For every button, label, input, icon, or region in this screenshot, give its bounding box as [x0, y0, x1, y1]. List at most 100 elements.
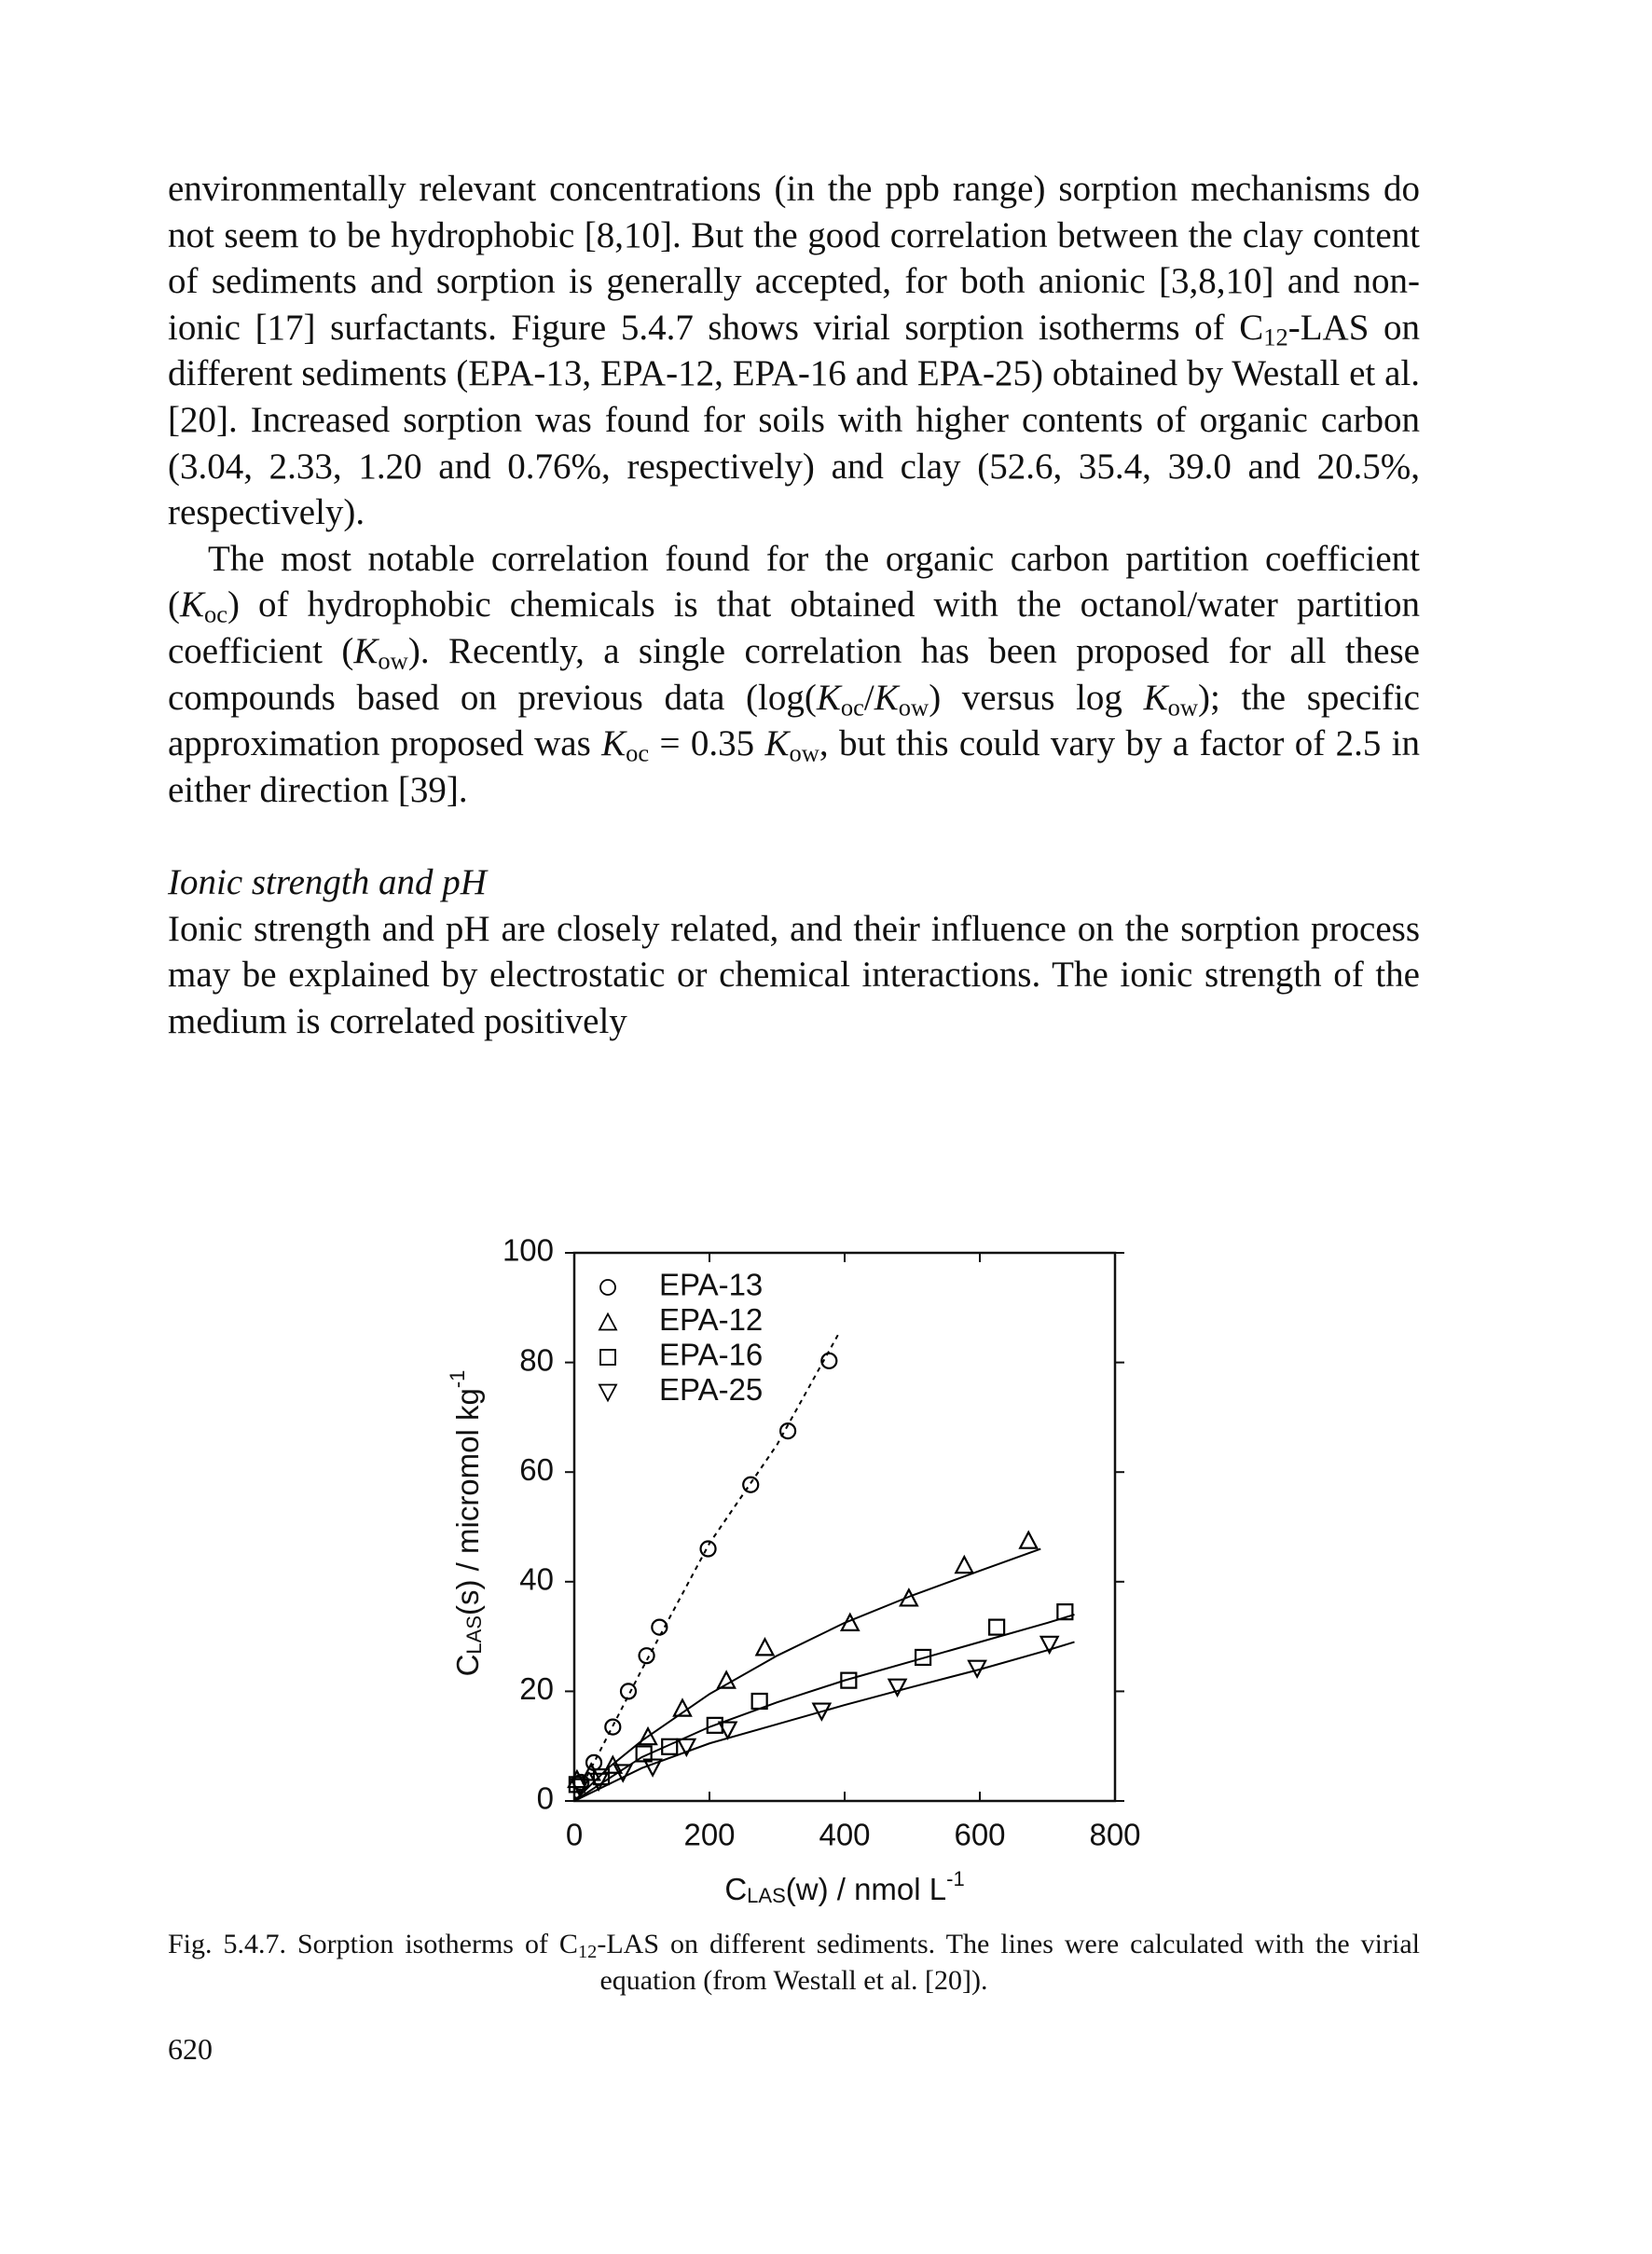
- text-run: C: [724, 1872, 747, 1906]
- text-run: K: [353, 630, 379, 671]
- data-point: [742, 1476, 760, 1493]
- data-point: [967, 1659, 987, 1680]
- text-run: = 0.35: [649, 723, 765, 764]
- x-axis-title: CLAS(w) / nmol L-1: [724, 1867, 964, 1907]
- fit-line: [573, 1334, 839, 1802]
- data-point: [716, 1670, 737, 1689]
- y-axis-title: CLAS(s) / micromol kg-1: [446, 1370, 486, 1677]
- fit-line: [573, 1614, 1075, 1802]
- data-point: [706, 1716, 723, 1734]
- data-point: [642, 1758, 663, 1778]
- paragraph: Ionic strength and pH are closely relate…: [168, 906, 1420, 1045]
- data-point: [820, 1352, 838, 1369]
- text-run: K: [874, 677, 899, 718]
- y-tick-label: 40: [519, 1562, 554, 1597]
- text-run: The most notable correlation found for t…: [168, 538, 1420, 625]
- text-run: -LAS on different sediments (EPA-13, EPA…: [168, 307, 1420, 533]
- text-run: (w) / nmol L: [786, 1872, 946, 1906]
- figure-caption: Fig. 5.4.7. Sorption isotherms of C12-LA…: [168, 1926, 1420, 1999]
- paragraph: The most notable correlation found for t…: [168, 536, 1420, 814]
- marker: [598, 1312, 618, 1331]
- x-tick-label: 800: [1089, 1818, 1140, 1852]
- text-run: LAS: [462, 1615, 486, 1655]
- y-tick-label: 80: [519, 1342, 554, 1377]
- legend-label: EPA-13: [659, 1268, 763, 1302]
- data-point: [672, 1697, 693, 1717]
- data-point: [887, 1678, 908, 1698]
- data-point: [954, 1554, 975, 1574]
- text-run: 12: [577, 1942, 598, 1963]
- x-tick-label: 0: [566, 1818, 583, 1852]
- data-point: [569, 1778, 590, 1798]
- legend-label: EPA-12: [659, 1302, 763, 1337]
- x-tick-label: 600: [954, 1818, 1005, 1852]
- y-tick-label: 100: [502, 1233, 554, 1268]
- y-tick-label: 0: [537, 1781, 554, 1816]
- data-point: [717, 1721, 738, 1740]
- data-point: [661, 1738, 679, 1755]
- plot-frame: [572, 1251, 1117, 1803]
- data-point: [778, 1422, 797, 1440]
- text-run: Fig. 5.4.7. Sorption isotherms of C: [168, 1929, 578, 1959]
- data-point: [638, 1725, 658, 1746]
- text-run: -1: [446, 1370, 469, 1389]
- data-point: [619, 1683, 638, 1700]
- text-run: oc: [840, 693, 864, 722]
- data-point: [899, 1587, 919, 1607]
- text-run: -LAS on different sediments. The lines w…: [597, 1929, 1420, 1996]
- data-point: [638, 1647, 655, 1665]
- text-run: Ionic strength and pH are closely relate…: [168, 908, 1420, 1041]
- data-point: [754, 1637, 776, 1656]
- data-point: [604, 1718, 622, 1736]
- text-run: (s) / micromol kg: [450, 1388, 485, 1615]
- text-run: /: [863, 677, 874, 718]
- text-block: environmentally relevant concentrations …: [168, 166, 1420, 1044]
- marker: [598, 1383, 618, 1403]
- y-tick-label: 20: [519, 1671, 554, 1706]
- paragraph: environmentally relevant concentrations …: [168, 166, 1420, 536]
- data-point: [1018, 1530, 1039, 1549]
- text-run: , but this could vary by a factor of 2.5…: [168, 723, 1420, 810]
- text-run: oc: [204, 599, 228, 628]
- legend-label: EPA-16: [659, 1338, 763, 1372]
- data-point: [1039, 1635, 1060, 1656]
- text-run: ow: [898, 693, 929, 722]
- data-point: [635, 1745, 653, 1763]
- x-tick-label: 400: [819, 1818, 870, 1852]
- data-point: [699, 1540, 717, 1558]
- text-run: K: [601, 723, 626, 764]
- text-run: ) of hydrophobic chemicals is that obtai…: [168, 584, 1420, 671]
- text-run: oc: [626, 738, 650, 767]
- text-run: environmentally relevant concentrations …: [168, 169, 1420, 348]
- data-point: [914, 1648, 932, 1667]
- text-run: C: [450, 1655, 485, 1677]
- text-run: ); the specific approximation proposed w…: [168, 677, 1420, 764]
- data-point: [676, 1738, 697, 1758]
- data-point: [1056, 1603, 1074, 1621]
- text-run: ) versus log: [929, 677, 1144, 718]
- text-run: K: [1143, 677, 1168, 718]
- marker: [599, 1279, 616, 1296]
- data-point: [581, 1762, 601, 1781]
- x-tick-label: 200: [683, 1818, 735, 1852]
- text-run: ). Recently, a single correlation has be…: [168, 630, 1420, 718]
- data-point: [750, 1692, 768, 1711]
- text-run: K: [816, 677, 841, 718]
- data-point: [839, 1612, 860, 1631]
- data-point: [588, 1772, 609, 1793]
- fit-line: [573, 1547, 1041, 1802]
- text-run: ow: [1167, 693, 1198, 722]
- text-run: K: [180, 584, 205, 625]
- section-heading: Ionic strength and pH: [168, 861, 487, 902]
- data-point: [811, 1702, 833, 1722]
- data-point: [840, 1671, 858, 1689]
- text-run: ow: [789, 738, 819, 767]
- data-point: [613, 1764, 634, 1783]
- page-number: 620: [168, 2032, 213, 2066]
- data-point: [651, 1618, 668, 1636]
- text-run: 12: [1263, 323, 1288, 351]
- text-run: -1: [946, 1867, 965, 1890]
